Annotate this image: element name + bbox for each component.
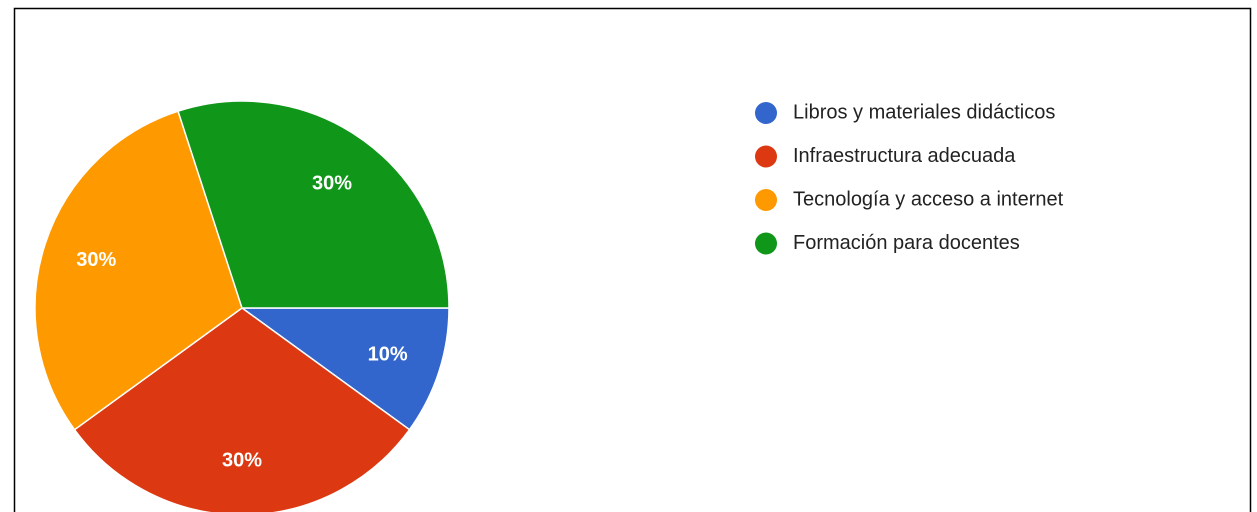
legend-label: Formación para docentes (793, 232, 1020, 254)
slice-label: 10% (368, 344, 408, 366)
legend-marker (755, 189, 777, 211)
pie-slice (239, 307, 450, 431)
slice-label: 30% (312, 172, 352, 194)
pie-slice (34, 110, 243, 431)
slice-label: 30% (222, 449, 262, 471)
pie-slice (177, 100, 450, 309)
legend-marker (755, 102, 777, 124)
legend-label: Libros y materiales didácticos (793, 101, 1055, 123)
legend-label: Tecnología y acceso a internet (793, 188, 1064, 210)
legend-label: Infraestructura adecuada (793, 145, 1016, 167)
legend-marker (755, 232, 777, 255)
pie-slice (73, 307, 411, 512)
slice-label: 30% (76, 249, 116, 271)
legend-marker (755, 145, 777, 168)
